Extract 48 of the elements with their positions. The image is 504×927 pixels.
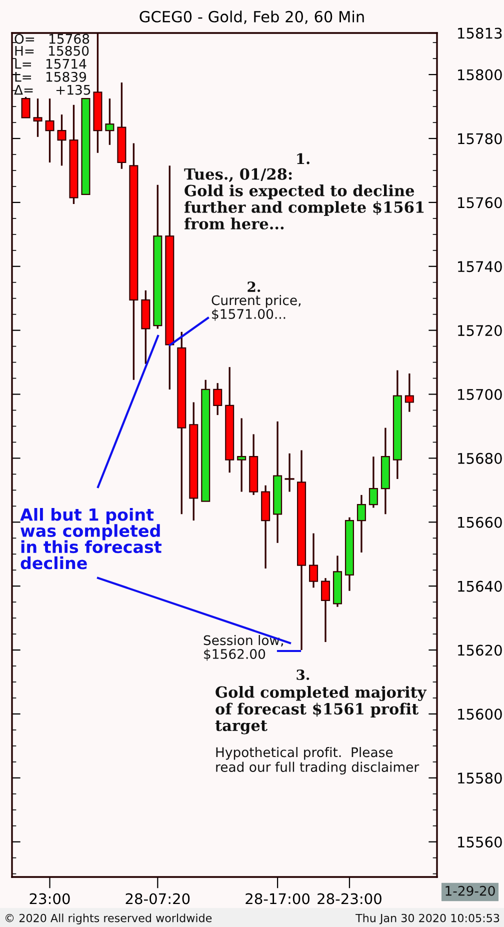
y-tick-label: 15780 (458, 133, 502, 144)
candlestick (404, 372, 414, 413)
annotation: 2. (248, 282, 260, 292)
x-tick-label: 28-07:20 (126, 893, 190, 904)
y-tick-label: 15813 (458, 28, 502, 39)
candlestick (213, 382, 222, 416)
annotation: 1. (297, 153, 310, 164)
y-tick-label: 15640 (458, 580, 502, 592)
x-tick-label: 28-17:00 (246, 893, 310, 904)
candlestick (356, 494, 366, 554)
text: © 2020 All rights reserved worldwide (6, 914, 212, 924)
candlestick (284, 452, 294, 493)
y-tick-label: 15600 (458, 708, 502, 720)
annotation: O= 15768 (14, 34, 90, 44)
annotation: H= 15850 (15, 46, 89, 56)
candlestick (105, 98, 114, 146)
annotation: All but 1 point was completed in this forecast decline (20, 508, 162, 570)
y-tick-label: 15620 (458, 644, 502, 656)
annotation: 3. (296, 670, 310, 680)
text: 1-29-20 (446, 886, 495, 896)
y-tick-label: 15680 (458, 452, 502, 464)
y-tick-label: 15660 (458, 516, 502, 528)
y-tick-label: 15800 (458, 69, 502, 80)
annotation: L= 15839 (15, 72, 86, 82)
y-tick-label: 15760 (458, 197, 502, 208)
y-tick-label: 15700 (458, 388, 502, 400)
annotation: Gold completed majority of forecast $1561 profit target (215, 686, 427, 734)
candlestick (45, 98, 54, 164)
y-tick-label: 15560 (458, 836, 502, 848)
candlestick (368, 456, 378, 509)
chart-title: GCEG0 - Gold, Feb 20, 60 Min (140, 10, 364, 24)
annotation: Hypothetical profit. Please read our full trading disclaimer (216, 747, 420, 775)
annotation: Current price, $1571.00... (212, 295, 300, 321)
annotation: L= 15714 (15, 59, 86, 69)
candlestick (309, 532, 318, 589)
candlestick (237, 417, 246, 493)
candlestick (21, 96, 30, 119)
candlestick (320, 577, 330, 643)
y-tick-label: 15720 (458, 325, 502, 336)
y-tick-label: 15580 (458, 772, 502, 784)
x-tick-label: 23:00 (30, 893, 70, 904)
y-tick-label: 15740 (458, 261, 502, 272)
candlestick (33, 98, 42, 138)
text: Thu Jan 30 2020 10:05:53 (356, 914, 500, 924)
candlestick (57, 114, 66, 167)
x-tick-label: 28-23:00 (318, 893, 382, 904)
annotation: Tues., 01/28: Gold is expected to decline further and complete $1561 from here... (184, 168, 424, 230)
annotation: Δ= +135 (14, 84, 90, 95)
